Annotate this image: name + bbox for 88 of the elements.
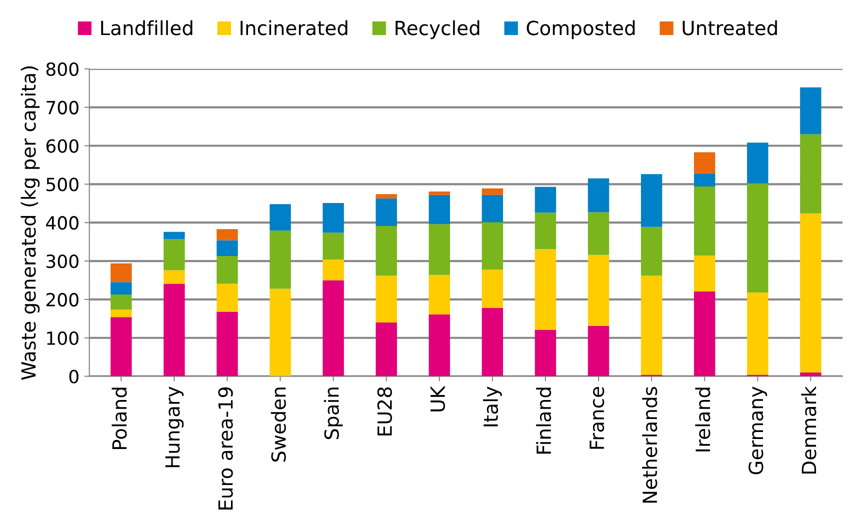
bar: [110, 317, 132, 376]
legend-label: Composted: [526, 20, 635, 40]
bar: [640, 174, 662, 227]
bar: [216, 256, 238, 284]
bar: [376, 194, 397, 198]
y-tick-label: 700: [46, 100, 78, 114]
bar: [694, 152, 716, 174]
bar: [376, 322, 397, 376]
y-tick-label: 100: [47, 331, 78, 345]
bar: [747, 183, 768, 293]
x-tick-label: France: [590, 387, 604, 449]
y-tick-label: 200: [46, 292, 78, 307]
bar: [270, 204, 291, 231]
bar: [376, 276, 397, 323]
bar: [110, 309, 132, 318]
bar: [800, 213, 822, 372]
bar: [376, 198, 397, 226]
x-tick-label: Finland: [536, 388, 552, 454]
bar: [694, 173, 716, 186]
x-tick-label: Hungary: [165, 386, 184, 468]
x-tick-label: Ireland: [695, 388, 710, 452]
bar: [747, 142, 768, 184]
bar: [428, 191, 450, 195]
bar: [640, 276, 662, 375]
legend-label: Landfilled: [101, 20, 192, 36]
bar: [216, 240, 238, 256]
x-tick-label: Italy: [483, 386, 502, 426]
bar: [800, 87, 822, 134]
bar: [534, 186, 556, 213]
bar: [482, 269, 504, 308]
bar: [588, 212, 610, 255]
bar: [270, 288, 291, 376]
legend-label: Incinerated: [240, 20, 348, 36]
legend-label: Recycled: [396, 20, 480, 40]
bar: [164, 270, 185, 284]
bar: [322, 232, 344, 260]
bar: [694, 291, 716, 376]
x-tick-label: Sweden: [270, 388, 286, 462]
bar: [694, 256, 716, 292]
bar: [747, 292, 768, 375]
bar: [164, 284, 185, 376]
bar: [110, 294, 132, 310]
bar: [534, 330, 556, 376]
bar: [322, 203, 344, 233]
y-tick-label: 500: [46, 178, 78, 192]
y-tick-label: 600: [46, 139, 78, 153]
x-tick-label: Poland: [112, 388, 127, 450]
x-tick-label: EU28: [377, 387, 392, 436]
bar: [216, 284, 238, 312]
bar: [694, 186, 716, 256]
bar: [322, 259, 344, 280]
x-tick-label: Netherlands: [642, 386, 658, 503]
bar: [800, 134, 822, 214]
x-tick-label: UK: [430, 386, 446, 412]
y-tick-label: 300: [46, 254, 78, 268]
y-tick-label: 0: [69, 370, 78, 384]
bar: [588, 326, 610, 376]
bar: [482, 222, 504, 270]
bar: [482, 188, 504, 195]
bar: [428, 274, 450, 314]
x-tick-label: Denmark: [801, 386, 816, 474]
bar: [800, 372, 822, 376]
bar: [110, 263, 132, 282]
bar: [588, 178, 610, 212]
bar: [534, 249, 556, 330]
bar: [270, 230, 291, 289]
bar: [640, 226, 662, 276]
bar: [482, 194, 504, 222]
bar: [110, 282, 132, 294]
x-tick-label: Euro area-19: [218, 387, 233, 510]
x-tick-label: Spain: [324, 388, 343, 440]
bar: [428, 194, 450, 224]
bar: [322, 280, 344, 376]
bar: [428, 314, 450, 376]
x-tick-label: Germany: [748, 386, 768, 474]
y-axis-title: Waste generated (kg per capita): [20, 66, 40, 380]
bar: [376, 226, 397, 276]
bar: [164, 239, 185, 270]
bar: [588, 254, 610, 326]
y-tick-label: 400: [46, 216, 78, 230]
legend-label: Untreated: [682, 20, 777, 36]
bar: [164, 232, 185, 240]
bar: [216, 312, 238, 376]
bar: [216, 229, 238, 240]
bar: [482, 308, 504, 376]
y-tick-label: 800: [46, 62, 78, 76]
bar: [534, 212, 556, 250]
bar: [428, 224, 450, 275]
